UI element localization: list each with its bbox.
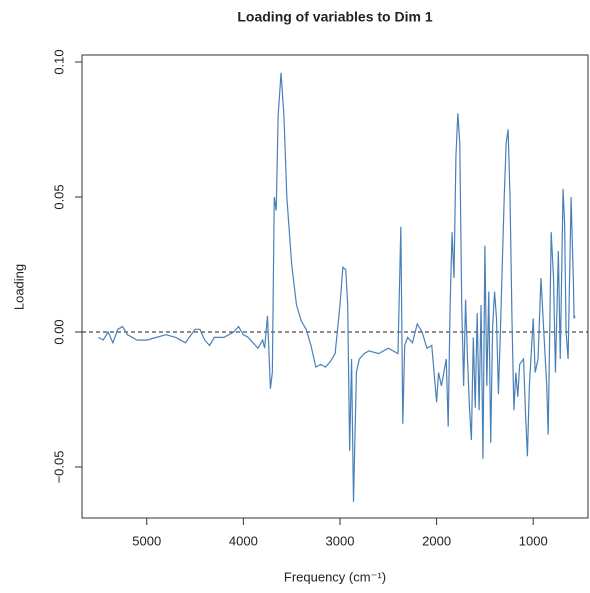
chart-title: Loading of variables to Dim 1 <box>237 9 432 25</box>
data-line <box>98 72 576 503</box>
x-tick-label: 1000 <box>519 533 548 548</box>
x-axis-label: Frequency (cm⁻¹) <box>284 569 386 584</box>
x-tick-label: 5000 <box>132 533 161 548</box>
y-tick-label: 0.05 <box>51 184 66 209</box>
x-tick-label: 3000 <box>326 533 355 548</box>
x-tick-label: 2000 <box>422 533 451 548</box>
x-tick-label: 4000 <box>229 533 258 548</box>
y-tick-label: 0.00 <box>51 319 66 344</box>
y-axis-label: Loading <box>11 264 26 310</box>
y-tick-label: 0.10 <box>51 49 66 74</box>
plot-frame <box>81 54 589 519</box>
y-tick-label: −0.05 <box>51 451 66 484</box>
